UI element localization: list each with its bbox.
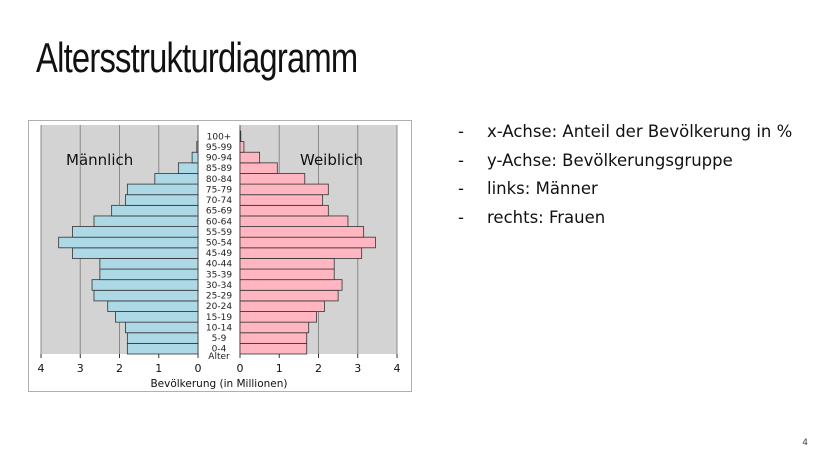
- age-label: 10-14: [206, 323, 232, 333]
- age-label: 35-39: [206, 270, 232, 280]
- x-tick-label: 2: [315, 362, 322, 375]
- age-label: 30-34: [206, 281, 232, 291]
- bar-female: [239, 342, 308, 355]
- x-tick-label: 4: [394, 362, 401, 375]
- x-ticks-left: 4 3 2 1 0: [38, 354, 202, 375]
- bar-male: [196, 141, 199, 153]
- bar-female: [239, 236, 376, 249]
- bar-female: [239, 215, 349, 227]
- bar-male: [99, 268, 199, 281]
- bar-male: [126, 342, 199, 355]
- x-tick-label: 1: [276, 362, 283, 375]
- bar-male: [154, 173, 199, 185]
- x-tick-label: 3: [354, 362, 361, 375]
- bullet-dash: -: [458, 179, 464, 198]
- category-header-label: Alter: [208, 352, 230, 362]
- age-label: 80-84: [206, 175, 232, 185]
- bar-male: [124, 194, 199, 206]
- age-label: 75-79: [206, 185, 232, 195]
- bullet-text: links: Männer: [487, 179, 598, 198]
- page-number: 4: [802, 438, 808, 448]
- bar-female: [239, 258, 335, 270]
- bullet-item: - y-Achse: Bevölkerungsgruppe: [458, 147, 808, 176]
- bar-male: [58, 236, 199, 249]
- x-tick-label: 0: [237, 362, 244, 375]
- x-tick-label: 0: [195, 362, 202, 375]
- bullet-dash: -: [458, 150, 464, 170]
- x-ticks-right: 0 1 2 3 4: [237, 354, 401, 375]
- age-label: 65-69: [206, 207, 232, 217]
- age-label: 95-99: [206, 143, 232, 153]
- x-tick-label: 2: [116, 362, 123, 375]
- legend-male-label: Männlich: [66, 151, 133, 169]
- bar-female: [239, 321, 310, 334]
- bar-male: [126, 332, 199, 344]
- age-label: 100+: [207, 132, 232, 142]
- bar-male: [115, 311, 199, 323]
- bar-female: [239, 183, 329, 196]
- bar-female: [239, 173, 306, 185]
- bullet-text: x-Achse: Anteil der Bevölkerung in %: [487, 122, 793, 141]
- age-label: 0-4: [212, 345, 227, 355]
- bar-female: [239, 300, 325, 312]
- bar-male: [177, 162, 199, 174]
- bar-male: [107, 300, 199, 312]
- bar-female: [239, 141, 245, 153]
- age-label: 25-29: [206, 292, 232, 302]
- bar-female: [239, 204, 329, 217]
- bar-female: [239, 151, 261, 164]
- age-label: 40-44: [206, 260, 232, 270]
- slide-title: Altersstrukturdiagramm: [36, 34, 358, 81]
- age-label: 85-89: [206, 164, 232, 174]
- age-label: 55-59: [206, 228, 232, 238]
- age-label: 45-49: [206, 249, 232, 259]
- age-label: 90-94: [206, 154, 232, 164]
- age-label: 5-9: [212, 334, 227, 344]
- bar-male: [72, 247, 199, 259]
- age-label: 20-24: [206, 302, 232, 312]
- x-tick-label: 1: [155, 362, 162, 375]
- bar-female: [239, 194, 323, 206]
- bar-male: [99, 258, 199, 270]
- bullet-text: y-Achse: Bevölkerungsgruppe: [487, 150, 733, 170]
- population-pyramid-chart: 0-4 5-9 10-14 15-19 20-24 25-29 30-34 35-39 40-4…: [28, 120, 412, 392]
- chart-svg: 0-45-910-1415-1920-2425-2930-3435-3940-4…: [28, 120, 412, 392]
- bars-female: [239, 130, 376, 355]
- bar-female: [239, 247, 363, 259]
- bar-male: [191, 151, 199, 164]
- age-label: 50-54: [206, 239, 232, 249]
- bar-female: [239, 268, 335, 281]
- bar-male: [93, 215, 199, 227]
- bar-female: [239, 226, 365, 238]
- age-label: 60-64: [206, 217, 232, 227]
- age-label: 15-19: [206, 313, 232, 323]
- bar-male: [126, 183, 199, 196]
- bullet-list: - x-Achse: Anteil der Bevölkerung in % - y-…: [458, 118, 808, 232]
- x-tick-label: 4: [38, 362, 45, 375]
- age-label: 70-74: [206, 196, 232, 206]
- bar-male: [111, 204, 199, 217]
- x-axis-label: Bevölkerung (in Millionen): [150, 378, 287, 390]
- bar-female: [239, 130, 242, 143]
- bar-female: [239, 279, 343, 291]
- age-labels: 0-45-910-1415-1920-2425-2930-3435-3940-4…: [206, 132, 232, 354]
- bullet-text: rechts: Frauen: [487, 207, 606, 227]
- bar-male: [72, 226, 199, 238]
- bullet-item: - links: Männer: [458, 175, 808, 204]
- bar-male: [124, 321, 199, 334]
- bullet-item: - rechts: Frauen: [458, 204, 808, 233]
- bar-female: [239, 162, 278, 174]
- bullet-dash: -: [458, 122, 464, 141]
- legend-female-label: Weiblich: [300, 151, 363, 169]
- bar-female: [239, 332, 308, 344]
- bar-female: [239, 311, 317, 323]
- bar-female: [239, 289, 339, 302]
- bullet-dash: -: [458, 207, 464, 227]
- x-tick-label: 3: [77, 362, 84, 375]
- bars-male: [58, 141, 199, 355]
- bar-male: [91, 279, 199, 291]
- bullet-item: - x-Achse: Anteil der Bevölkerung in %: [458, 118, 808, 147]
- bar-male: [93, 289, 199, 302]
